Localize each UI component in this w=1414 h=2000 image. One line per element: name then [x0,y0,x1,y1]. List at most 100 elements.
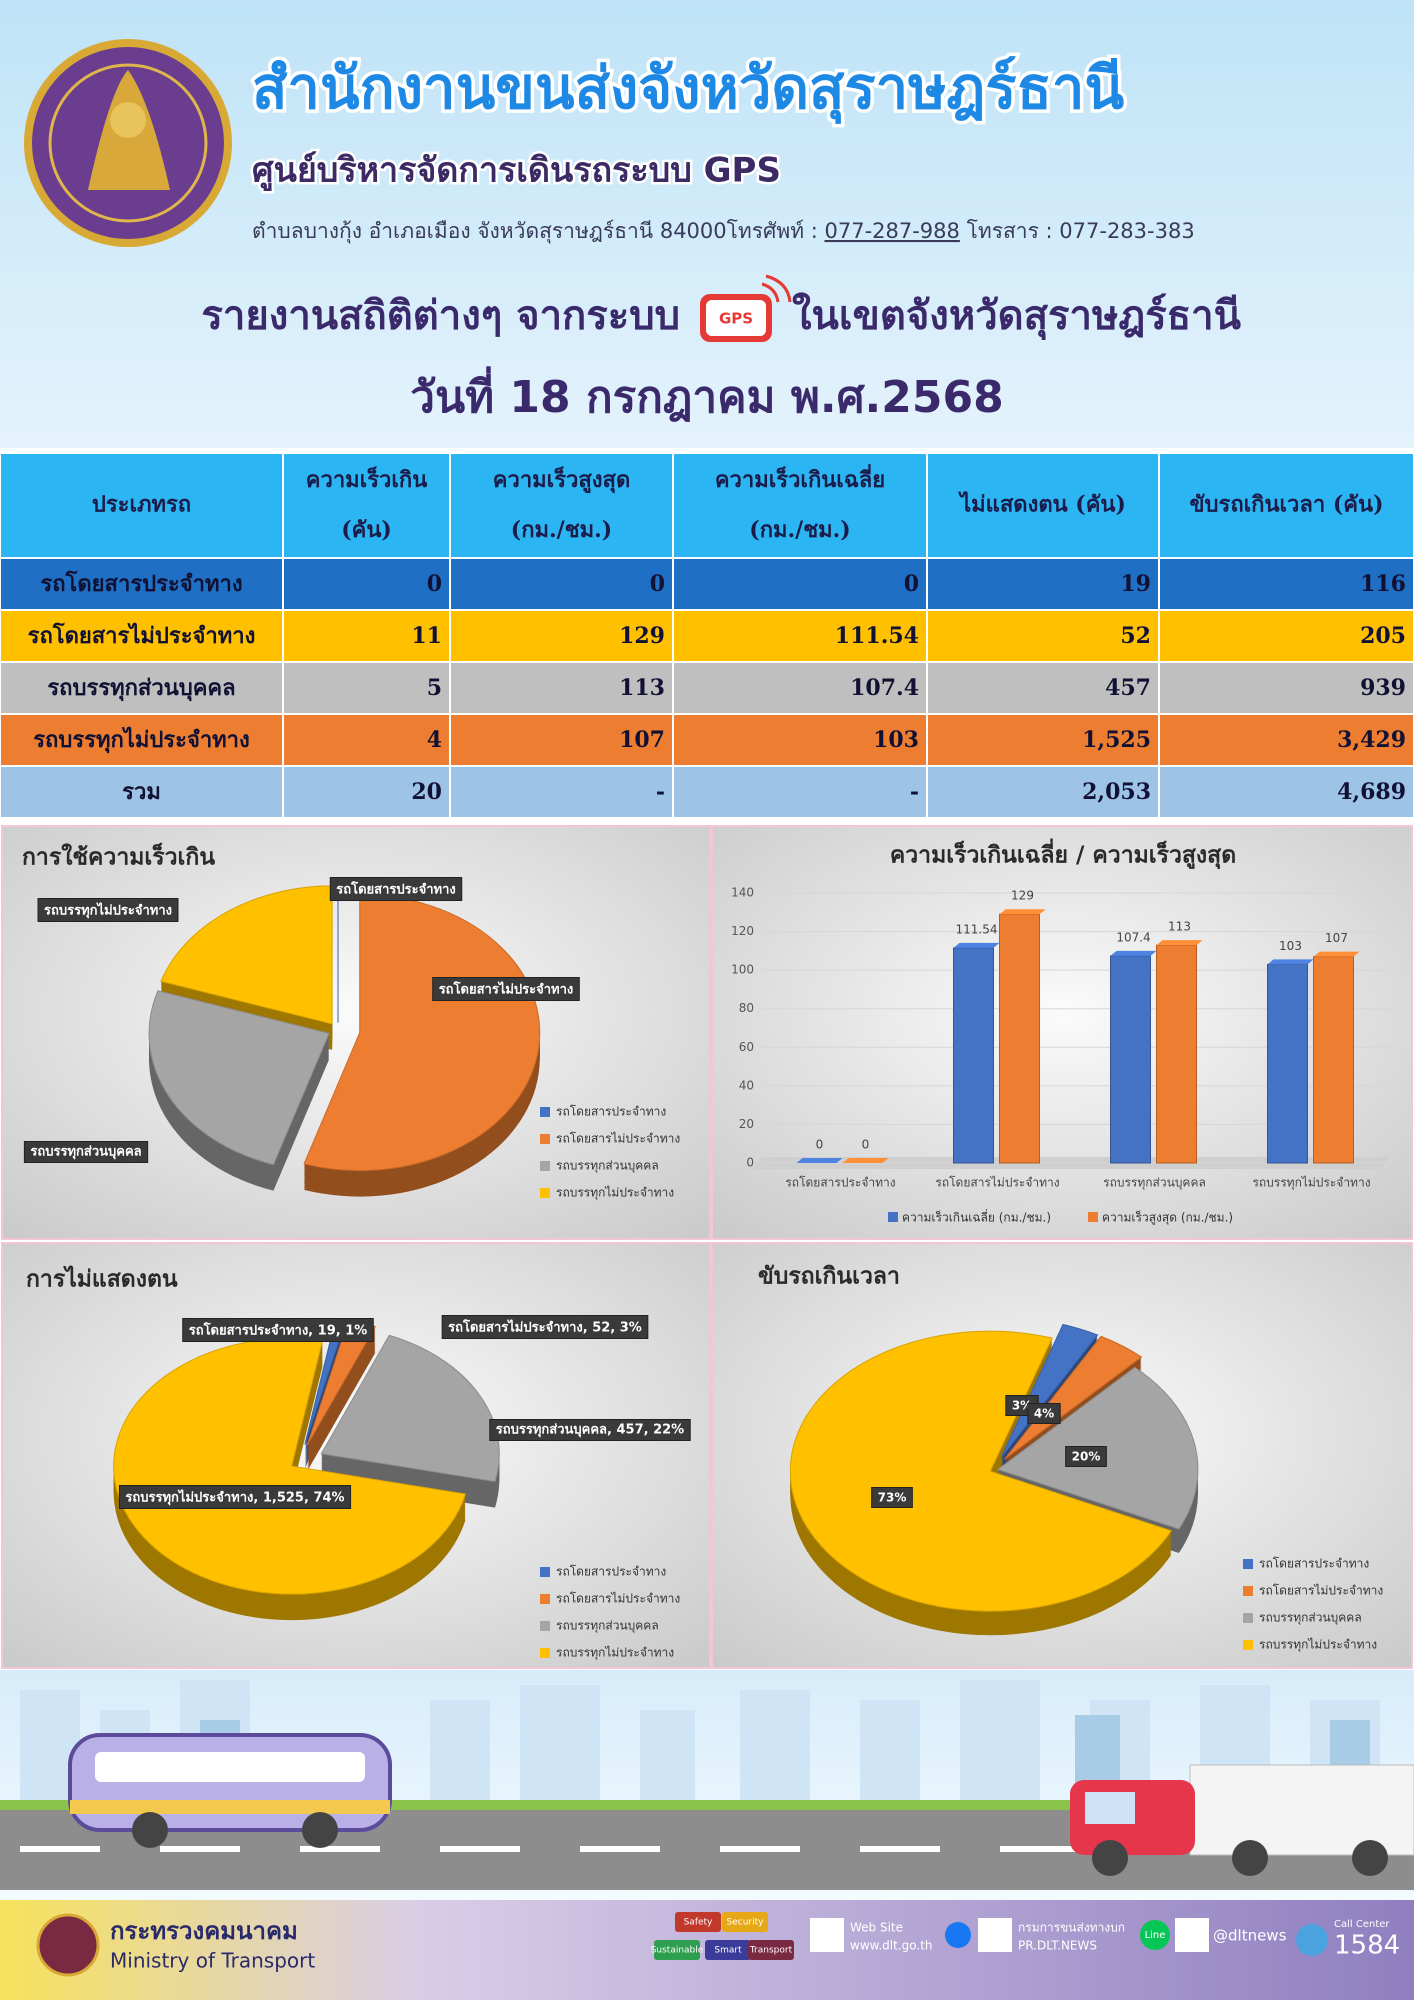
truck [1070,1764,1414,1876]
report-title: รายงานสถิติต่างๆ จากระบบ [201,293,680,339]
table-cell [672,661,928,715]
legend-label: รถบรรทุกไม่ประจำทาง [556,1646,674,1661]
slice [160,885,333,1025]
cell-value: 5 [427,675,442,701]
facebook-id: PR.DLT.NEWS [1018,1939,1097,1953]
chart-title: ความเร็วเกินเฉลี่ย / ความเร็วสูงสุด [890,838,1236,870]
website-label: Web Site [850,1921,903,1935]
ministry-th: กระทรวงคมนาคม [110,1917,298,1945]
line-label: Line [1145,1930,1166,1941]
y-tick-label: 20 [739,1117,754,1131]
data-label: รถบรรทุกส่วนบุคคล, 457, 22% [496,1423,684,1438]
cell-value: 0 [904,571,919,597]
legend-label: รถโดยสารประจำทาง [556,1105,666,1119]
legend-label: รถโดยสารไม่ประจำทาง [556,1592,680,1606]
data-label: รถโดยสารไม่ประจำทาง, 52, 3% [448,1319,642,1336]
data-label: 73% [878,1491,907,1505]
cell-value: 0 [427,571,442,597]
slice [148,990,330,1166]
data-label: 4% [1034,1407,1054,1421]
y-tick-label: 0 [746,1156,754,1170]
website: www.dlt.go.th [850,1939,933,1953]
cell-value: 4 [427,727,442,753]
fax: โทรสาร : 077-283-383 [960,219,1195,243]
cell-value: - [910,779,919,805]
cell-value: 107.4 [850,675,919,701]
chart-title: ขับรถเกินเวลา [758,1264,900,1290]
table-cell [282,713,451,767]
bar [1110,955,1151,1164]
facebook-name: กรมการขนส่งทางบก [1018,1921,1125,1935]
bar [1313,956,1354,1164]
facebook-icon [945,1922,971,1948]
subtitle: ศูนย์บริหารจัดการเดินรถระบบ GPS [252,151,781,192]
slice [1000,1323,1099,1458]
data-label: 0 [816,1138,824,1152]
slice-side [304,1322,346,1449]
line-icon [1140,1920,1170,1950]
contact: ตำบลบางกุ้ง อำเภอเมือง จังหวัดสุราษฎร์ธา… [252,219,1195,244]
y-tick-label: 140 [731,886,754,900]
label-box [118,1485,352,1509]
tag-box [675,1912,721,1932]
header-text: ขับรถเกินเวลา (คัน) [1190,492,1384,518]
legend-swatch [540,1107,550,1117]
table: ประเภทรถ ความเร็วเกิน (คัน) ความเร็วสูงสุด (… [0,452,1414,819]
cell-value: 113 [619,675,665,701]
address: ตำบลบางกุ้ง อำเภอเมือง จังหวัดสุราษฎร์ธา… [252,219,824,244]
legend-swatch [540,1648,550,1658]
legend-label: รถบรรทุกส่วนบุคคล [556,1159,659,1174]
slice-side [304,1324,346,1451]
table-cell [449,765,674,819]
legend-swatch [540,1134,550,1144]
phone: 077-287-988 [824,219,959,243]
row-label: รถบรรทุกส่วนบุคคล [47,675,235,702]
call-label: Call Center [1334,1919,1390,1930]
tag-text: Security [727,1918,765,1928]
y-tick-label: 80 [739,1001,754,1015]
data-label: รถบรรทุกส่วนบุคคล [30,1145,141,1160]
header-text: (กม./ชม.) [511,517,612,543]
line-id: @dltnews [1213,1927,1287,1945]
tag-box [748,1940,794,1960]
slice [113,1337,467,1595]
data-label: 111.54 [956,922,998,936]
cell-value: 0 [650,571,665,597]
table-cell [672,765,928,819]
legend-label: รถโดยสารประจำทาง [556,1565,666,1579]
y-tick-label: 120 [731,924,754,938]
bar-top [842,1158,889,1163]
legend-label: ความเร็วเกินเฉลี่ย (กม./ชม.) [902,1209,1051,1225]
cell-value: 1,525 [1082,727,1151,753]
legend-swatch [540,1161,550,1171]
data-label: รถโดยสารประจำทาง [336,881,455,898]
cell-value: 205 [1360,623,1406,649]
row-label: รถโดยสารไม่ประจำทาง [28,622,256,649]
bar-top [953,942,1000,948]
cell-value: 103 [873,727,919,753]
header-text: ความเร็วเกิน [306,465,428,493]
slice [303,894,541,1172]
header-text: ความเร็วเกินเฉลี่ย [715,463,885,493]
legend-swatch [888,1212,898,1222]
ministry-logo [36,1913,100,1977]
bar-top [796,1158,843,1163]
data-label: 113 [1168,920,1191,934]
row-label: รถโดยสารประจำทาง [40,570,242,597]
legend-swatch [1088,1212,1098,1222]
bar-top [1110,950,1157,956]
slice [320,1334,500,1483]
data-label: 0 [862,1138,870,1152]
header-text: (คัน) [341,517,392,543]
y-tick-label: 100 [731,963,754,977]
label-box [1065,1446,1107,1467]
legend-label: รถบรรทุกไม่ประจำทาง [1259,1638,1377,1653]
label-box [871,1487,913,1508]
y-tick-label: 40 [739,1078,754,1092]
label-box [182,1318,374,1342]
logo [24,39,232,247]
table-cell [449,557,674,611]
slice [1004,1335,1143,1460]
data-label: รถโดยสารไม่ประจำทาง [439,981,574,998]
